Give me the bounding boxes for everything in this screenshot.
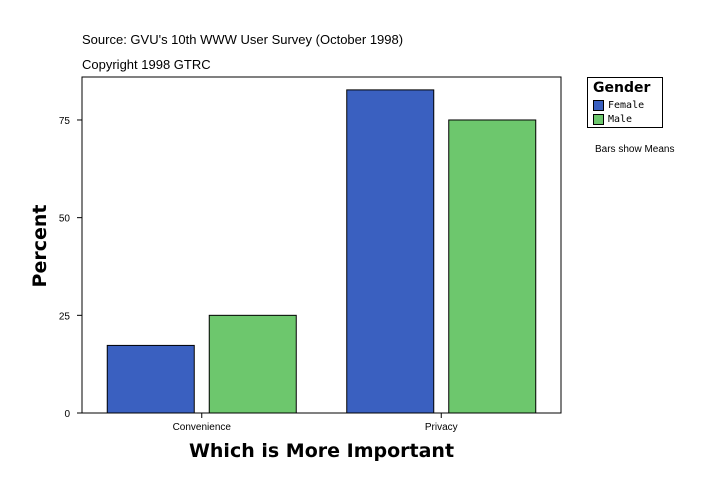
plot-frame	[81, 76, 562, 414]
legend-label-female: Female	[608, 99, 645, 111]
y-tick-label: 75	[59, 116, 71, 127]
y-tick-label: 50	[59, 214, 71, 225]
legend-swatch-female	[593, 99, 604, 111]
legend-item-male: Male	[593, 113, 632, 125]
bar-convenience-male	[208, 314, 297, 414]
bar-privacy-male	[448, 119, 537, 414]
x-tick-label: Convenience	[173, 422, 232, 433]
source-text: Source: GVU's 10th WWW User Survey (Octo…	[82, 32, 404, 47]
bars-note: Bars show Means	[595, 144, 675, 155]
y-tick-label: 0	[64, 409, 70, 420]
bar-convenience-female	[106, 344, 195, 414]
bar-privacy-female	[346, 89, 435, 414]
legend-item-female: Female	[593, 99, 644, 111]
y-tick-label: 25	[59, 311, 71, 322]
x-axis-title: Which is More Important	[189, 440, 454, 462]
legend: Gender Female Male	[587, 77, 663, 128]
x-tick-label: Privacy	[425, 422, 458, 433]
copyright-text: Copyright 1998 GTRC	[82, 57, 211, 72]
legend-title: Gender	[593, 80, 651, 96]
y-axis-title: Percent	[29, 205, 51, 288]
legend-label-male: Male	[608, 113, 633, 125]
legend-swatch-male	[593, 113, 604, 125]
